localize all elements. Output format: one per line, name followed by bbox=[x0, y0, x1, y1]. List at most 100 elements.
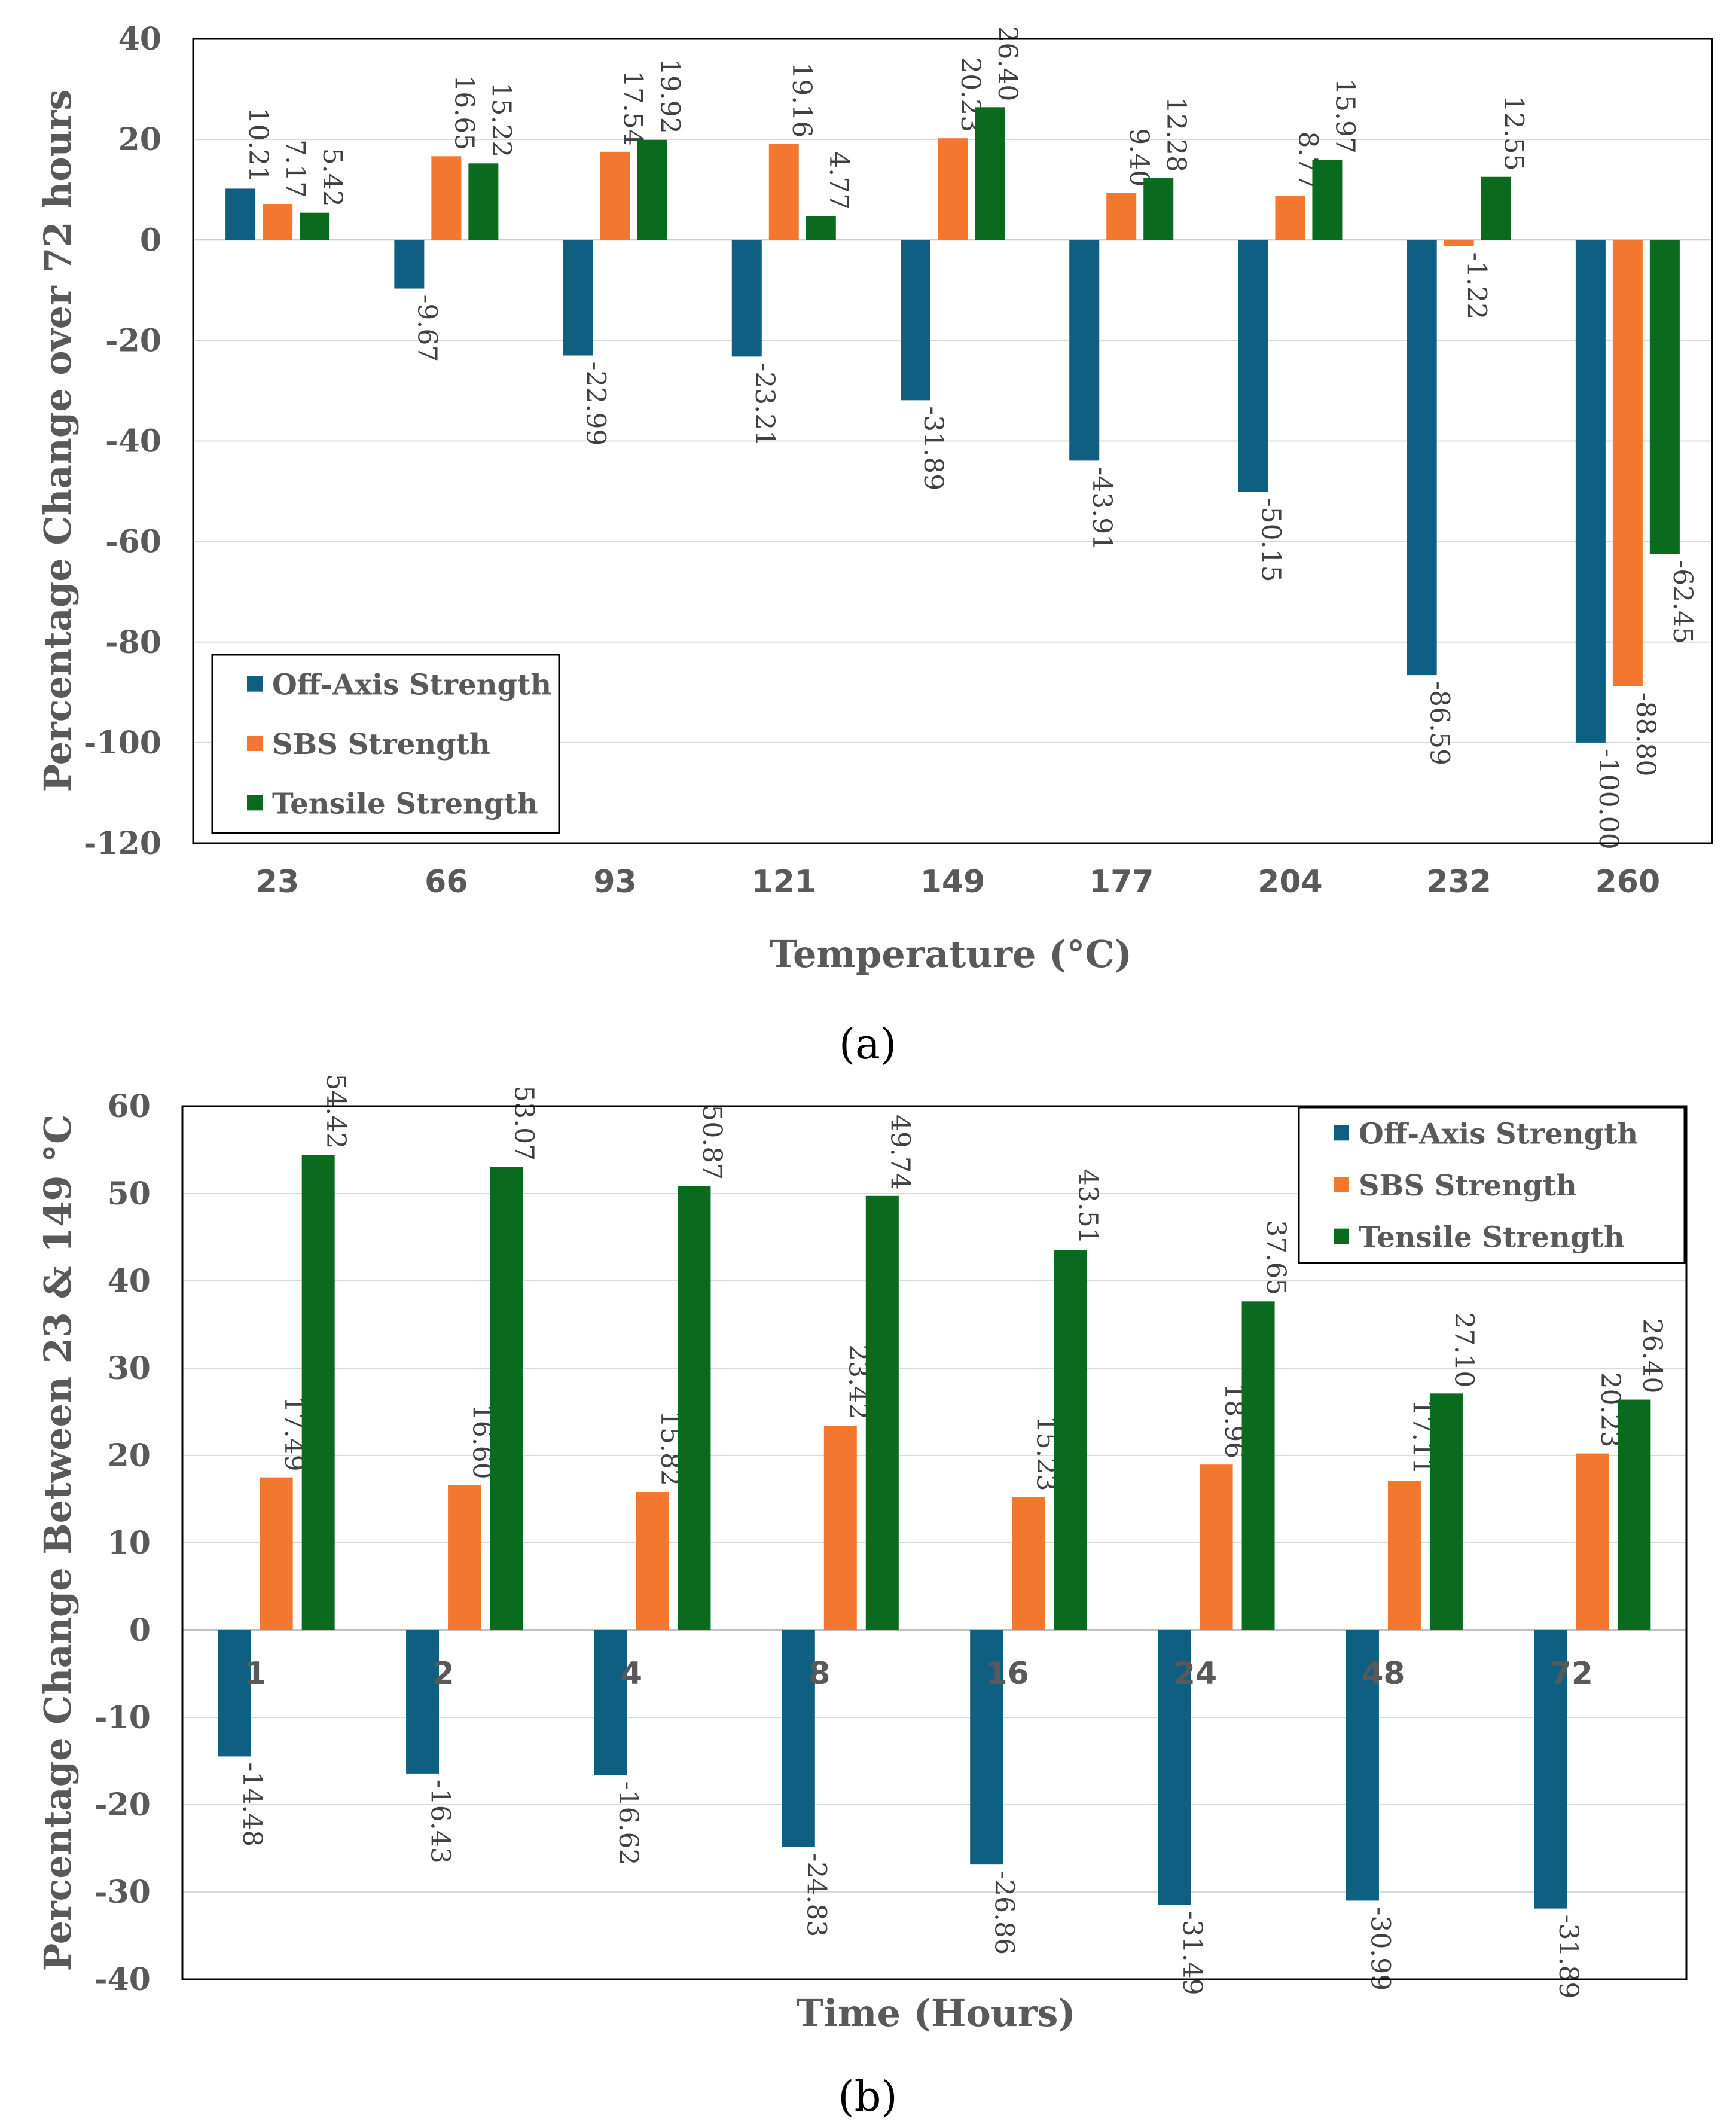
data-label: 5.42 bbox=[317, 148, 347, 207]
data-label: 49.74 bbox=[884, 1115, 915, 1190]
bar bbox=[1612, 240, 1643, 686]
bar bbox=[975, 107, 1005, 240]
data-label: 12.55 bbox=[1499, 96, 1529, 171]
data-label: -31.89 bbox=[1553, 1915, 1584, 1999]
bar bbox=[260, 1477, 293, 1630]
bar bbox=[1429, 1393, 1463, 1630]
data-label: -24.83 bbox=[801, 1853, 831, 1937]
bar bbox=[806, 216, 836, 240]
chart-b: 6050403020100-10-20-30-40-14.4817.4954.4… bbox=[36, 1073, 1688, 2121]
x-tick-label: 232 bbox=[1426, 864, 1491, 900]
bar bbox=[970, 1630, 1003, 1865]
x-axis-title: Temperature (°C) bbox=[770, 932, 1132, 976]
y-axis-title: Percentage Change Between 23 & 149 °C bbox=[36, 1115, 80, 1972]
y-tick-label: -40 bbox=[94, 1961, 151, 1998]
data-label: 37.65 bbox=[1261, 1220, 1291, 1295]
bar bbox=[1407, 240, 1437, 676]
x-tick-label: 23 bbox=[256, 864, 299, 900]
data-label: 9.40 bbox=[1124, 128, 1154, 187]
panel-caption: (b) bbox=[838, 2072, 897, 2121]
data-label: 53.07 bbox=[509, 1085, 539, 1161]
legend-swatch bbox=[247, 736, 263, 751]
data-label: -50.15 bbox=[1255, 498, 1286, 582]
x-tick-label: 8 bbox=[808, 1656, 830, 1692]
legend-swatch bbox=[1334, 1125, 1349, 1141]
data-label: -100.00 bbox=[1593, 749, 1624, 850]
y-tick-label: -80 bbox=[105, 624, 161, 661]
bar bbox=[938, 138, 968, 240]
bar bbox=[1106, 193, 1137, 240]
bar bbox=[431, 156, 462, 240]
bar bbox=[1069, 240, 1100, 461]
bar bbox=[594, 1630, 627, 1775]
x-tick-label: 1 bbox=[245, 1656, 266, 1692]
bar bbox=[823, 1426, 857, 1630]
data-label: -26.86 bbox=[989, 1870, 1020, 1955]
x-tick-label: 48 bbox=[1362, 1656, 1405, 1692]
legend-label: SBS Strength bbox=[272, 728, 490, 761]
bar bbox=[1575, 240, 1606, 743]
data-label: 50.87 bbox=[697, 1104, 727, 1180]
y-tick-label: 0 bbox=[129, 1612, 151, 1649]
y-tick-label: 60 bbox=[108, 1088, 151, 1125]
bar bbox=[263, 203, 293, 240]
y-tick-label: -60 bbox=[105, 524, 161, 560]
legend-swatch bbox=[1334, 1177, 1349, 1192]
x-tick-label: 204 bbox=[1258, 864, 1323, 900]
bar bbox=[300, 212, 330, 240]
data-label: -30.99 bbox=[1365, 1906, 1395, 1991]
y-tick-label: 30 bbox=[108, 1350, 151, 1387]
y-tick-label: 40 bbox=[118, 21, 161, 57]
bar bbox=[394, 240, 425, 289]
legend-swatch bbox=[1334, 1228, 1349, 1244]
data-label: 54.42 bbox=[321, 1073, 351, 1149]
bar bbox=[448, 1485, 481, 1630]
bar bbox=[600, 151, 630, 240]
y-tick-label: -30 bbox=[94, 1874, 151, 1911]
x-tick-label: 260 bbox=[1595, 864, 1661, 900]
bar bbox=[1143, 178, 1174, 240]
bar bbox=[678, 1186, 711, 1630]
data-label: 43.51 bbox=[1073, 1169, 1103, 1244]
data-label: -31.49 bbox=[1177, 1911, 1207, 1995]
y-tick-label: 10 bbox=[108, 1525, 151, 1561]
x-tick-label: 16 bbox=[986, 1656, 1029, 1692]
data-label: -31.89 bbox=[918, 406, 948, 490]
bar bbox=[782, 1630, 815, 1847]
bar bbox=[1200, 1464, 1233, 1630]
y-tick-label: 40 bbox=[108, 1263, 151, 1299]
x-tick-label: 24 bbox=[1174, 1656, 1217, 1692]
y-axis-title: Percentage Change over 72 hours bbox=[36, 90, 80, 792]
bar bbox=[1576, 1453, 1609, 1630]
x-axis-title: Time (Hours) bbox=[796, 1991, 1076, 2035]
data-label: 10.21 bbox=[243, 107, 273, 182]
legend-label: Off-Axis Strength bbox=[1359, 1117, 1638, 1151]
bar bbox=[1012, 1497, 1045, 1630]
bar bbox=[731, 240, 762, 357]
data-label: 27.10 bbox=[1448, 1312, 1479, 1387]
data-label: 26.40 bbox=[1637, 1319, 1667, 1394]
bar bbox=[1649, 240, 1680, 554]
legend-label: SBS Strength bbox=[1359, 1169, 1577, 1203]
data-label: -62.45 bbox=[1667, 560, 1698, 644]
bar bbox=[901, 240, 930, 401]
bar bbox=[1238, 240, 1268, 492]
data-label: 16.65 bbox=[449, 75, 479, 150]
bar bbox=[218, 1630, 251, 1757]
data-label: -9.67 bbox=[411, 295, 442, 362]
y-tick-label: 0 bbox=[140, 222, 161, 258]
data-label: 26.40 bbox=[992, 26, 1023, 101]
data-label: 12.28 bbox=[1161, 97, 1191, 172]
data-label: -16.62 bbox=[613, 1781, 643, 1866]
bar bbox=[865, 1195, 899, 1630]
bar bbox=[468, 163, 499, 240]
bar bbox=[1481, 176, 1511, 240]
data-label: -86.59 bbox=[1424, 681, 1455, 765]
x-tick-label: 149 bbox=[920, 864, 986, 900]
bar bbox=[1534, 1630, 1567, 1909]
data-label: 4.77 bbox=[823, 151, 854, 210]
x-tick-label: 177 bbox=[1089, 864, 1154, 900]
bar bbox=[1346, 1630, 1379, 1901]
x-tick-label: 72 bbox=[1550, 1656, 1593, 1692]
